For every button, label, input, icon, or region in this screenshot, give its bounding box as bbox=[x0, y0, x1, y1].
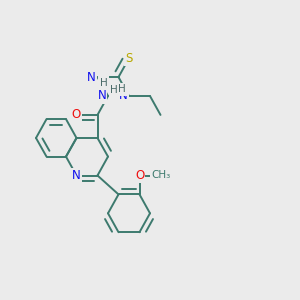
Text: N: N bbox=[72, 169, 81, 182]
Text: O: O bbox=[135, 169, 144, 182]
Text: N: N bbox=[87, 70, 96, 84]
Text: CH₃: CH₃ bbox=[151, 170, 170, 181]
Text: O: O bbox=[72, 108, 81, 122]
Text: H: H bbox=[110, 85, 118, 95]
Text: N: N bbox=[98, 89, 106, 103]
Text: H: H bbox=[118, 84, 126, 94]
Text: S: S bbox=[125, 52, 133, 65]
Text: H: H bbox=[100, 77, 107, 88]
Text: N: N bbox=[119, 89, 128, 103]
